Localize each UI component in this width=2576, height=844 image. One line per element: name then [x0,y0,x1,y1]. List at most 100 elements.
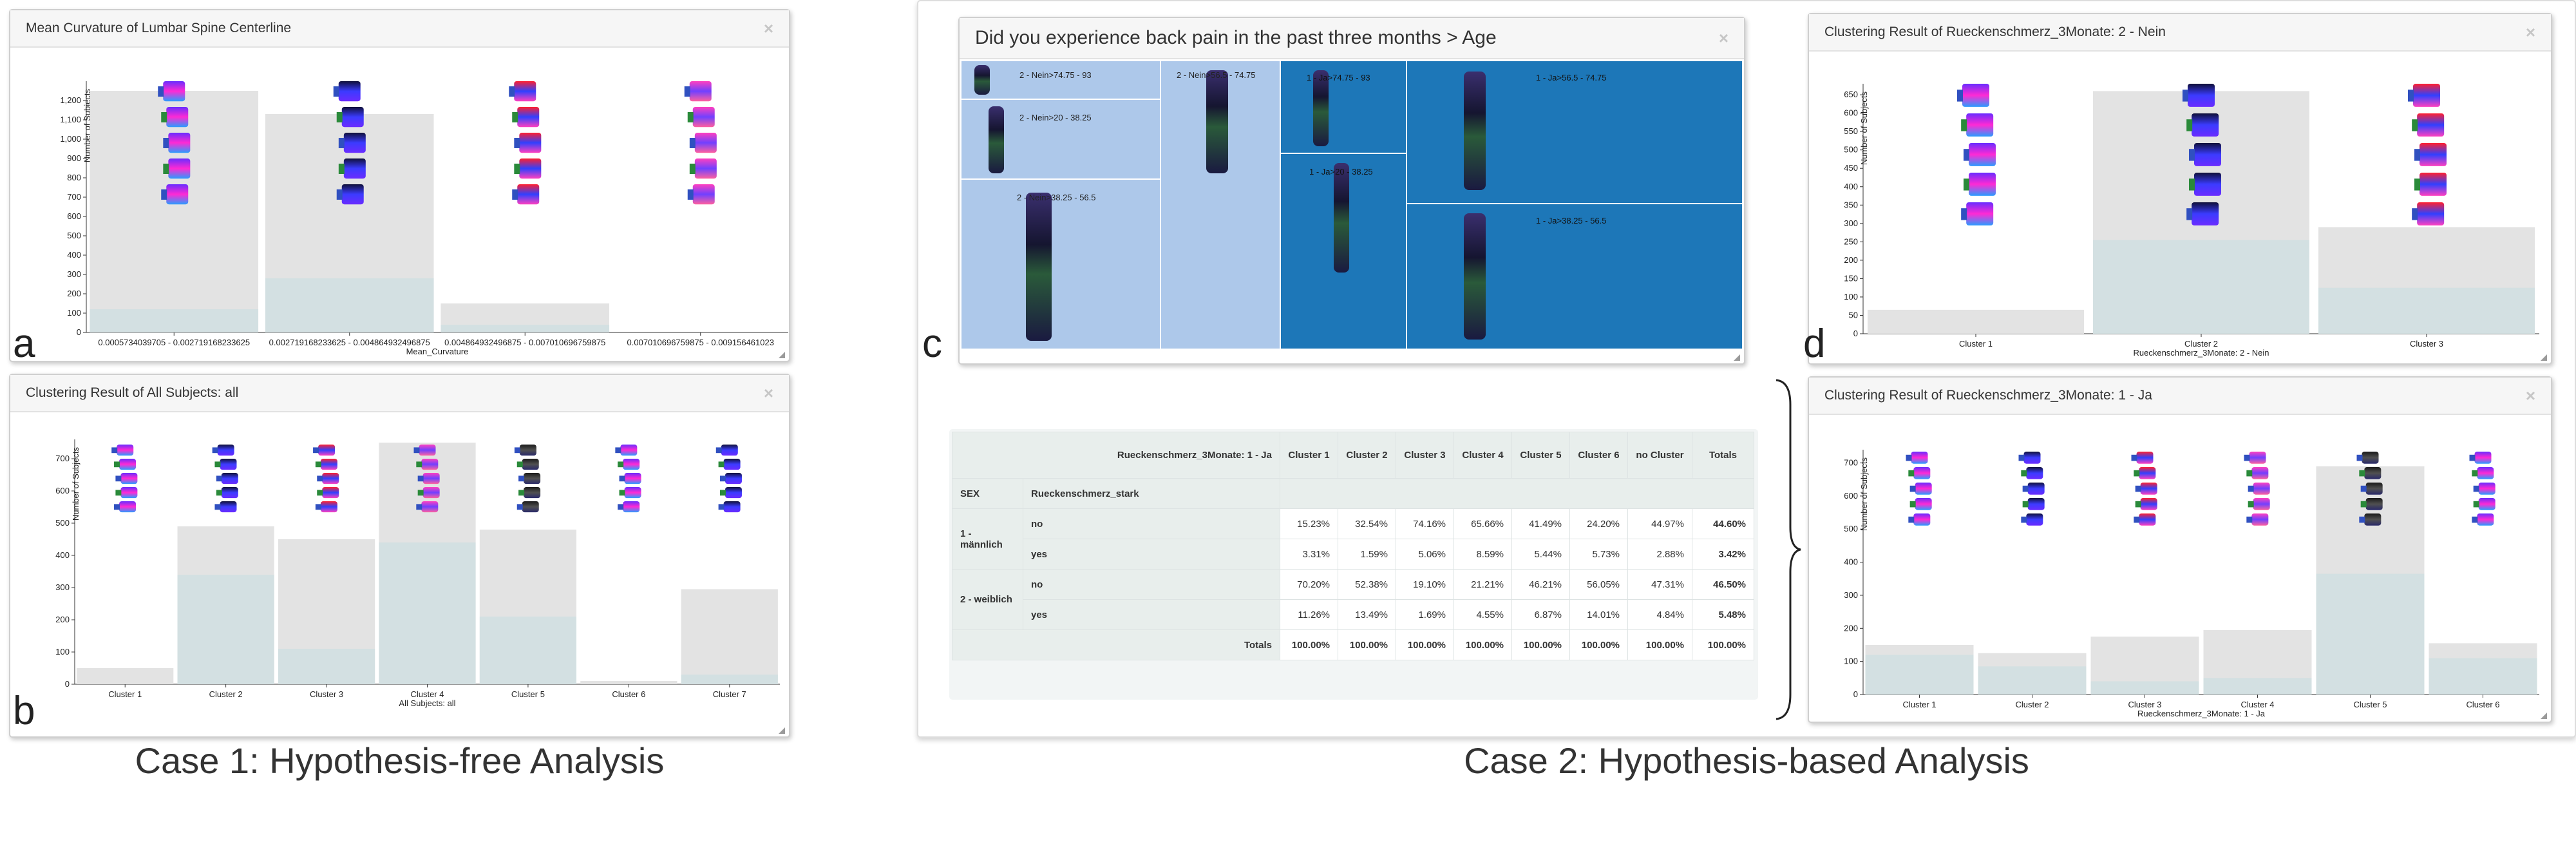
y-tick-label: 500 [67,231,81,240]
panel-clustering-all[interactable]: Clustering Result of All Subjects: all ×… [9,374,790,738]
close-icon[interactable]: × [763,383,773,403]
row-header: Rueckenschmerz_stark [1023,478,1280,509]
spine-thumbnail-icon [2469,452,2496,526]
table-cell: 21.21% [1454,569,1512,600]
resize-handle-icon[interactable] [1734,354,1740,361]
y-tick-label: 600 [1844,108,1858,118]
y-tick-label: 300 [55,582,70,592]
resize-handle-icon[interactable] [779,352,785,358]
vertebra [724,487,742,499]
vertebra-side [416,504,422,510]
bar-highlight [265,278,434,332]
vertebra-side [518,490,525,496]
close-icon[interactable]: × [1718,28,1728,48]
vertebra [168,133,191,153]
vertebra-side [1908,470,1915,477]
table-row: SEX Rueckenschmerz_stark [952,478,1754,509]
vertebra [422,473,440,484]
vertebra [2365,498,2383,510]
table-cell: 46.21% [1511,569,1570,600]
table-cell: 100.00% [1627,629,1692,660]
vertebra-side [317,475,323,482]
vertebra-side [518,475,525,482]
resize-handle-icon[interactable] [779,727,785,734]
vertebra-side [715,447,722,454]
vertebra [221,487,238,499]
x-tick-label: Cluster 5 [511,689,545,699]
column-header[interactable]: Cluster 6 [1569,432,1628,479]
vertebra-side [416,461,422,468]
x-tick-label: Cluster 3 [2410,339,2443,349]
vertebra-side [216,490,222,496]
panel-header[interactable]: Clustering Result of All Subjects: all × [10,375,789,412]
treemap-cell[interactable]: 1 - Ja>56.5 - 74.75 [1406,61,1743,204]
column-header[interactable]: Cluster 5 [1511,432,1570,479]
treemap-cell[interactable]: 1 - Ja>20 - 38.25 [1280,153,1406,349]
treemap-cell-label: 1 - Ja>20 - 38.25 [1309,167,1373,177]
vertebra-side [618,461,624,468]
x-tick-label: Cluster 2 [209,689,243,699]
vertebra-side [2472,470,2478,477]
table-panel: Rueckenschmerz_3Monate: 1 - Ja Cluster 1… [949,429,1758,700]
panel-header[interactable]: Did you experience back pain in the past… [960,18,1744,59]
bar-highlight [1978,666,2087,695]
panel-header[interactable]: Clustering Result of Rueckenschmerz_3Mon… [1809,14,2551,52]
y-tick-label: 250 [1844,236,1858,246]
vertebra-side [514,138,520,148]
bar-highlight [440,325,610,332]
close-icon[interactable]: × [2525,385,2535,405]
vertebra-side [2134,470,2140,477]
vertebra-side [2246,516,2253,523]
panel-header[interactable]: Mean Curvature of Lumbar Spine Centerlin… [10,10,789,48]
y-tick-label: 0 [65,679,70,689]
vertebra [2478,483,2496,495]
table-cell: 3.31% [1280,539,1338,570]
close-icon[interactable]: × [2525,22,2535,42]
vertebra [514,81,536,102]
panel-header[interactable]: Clustering Result of Rueckenschmerz_3Mon… [1809,378,2551,415]
vertebra-side [315,461,321,468]
panel-clustering-ja[interactable]: Clustering Result of Rueckenschmerz_3Mon… [1808,376,2552,723]
bar-highlight [177,575,274,684]
table-cell: 15.23% [1280,508,1338,539]
resize-handle-icon[interactable] [2541,713,2547,719]
vertebra [422,487,440,499]
treemap-cell[interactable]: 1 - Ja>38.25 - 56.5 [1406,204,1743,349]
bar-highlight [2090,681,2199,695]
treemap-cell[interactable]: 2 - Nein>20 - 38.25 [961,99,1160,179]
x-tick-label: Cluster 5 [2353,700,2387,709]
bar-highlight [681,675,778,684]
spine-thumbnail-icon [1206,70,1228,173]
treemap-cell[interactable]: 2 - Nein>74.75 - 93 [961,61,1160,99]
bar-highlight [1865,655,1974,695]
panel-treemap[interactable]: Did you experience back pain in the past… [958,17,1745,365]
resize-handle-icon[interactable] [2541,354,2547,361]
vertebra [1968,173,1996,196]
vertebra [220,501,237,513]
vertebra [519,133,542,153]
table-cell: 1.69% [1396,599,1454,630]
column-header[interactable]: Cluster 2 [1338,432,1396,479]
column-header[interactable]: Cluster 4 [1454,432,1512,479]
vertebra-side [1908,516,1915,523]
table-cell: 100.00% [1338,629,1396,660]
vertebra [2027,498,2045,510]
panel-mean-curvature[interactable]: Mean Curvature of Lumbar Spine Centerlin… [9,9,790,362]
panel-title: Did you experience back pain in the past… [975,27,1497,48]
vertebra [721,445,738,456]
close-icon[interactable]: × [763,18,773,38]
treemap-cell[interactable]: 2 - Nein>56.5 - 74.75 [1160,61,1280,349]
y-tick-label: 0 [1853,329,1858,338]
vertebra-side [718,504,724,510]
y-tick-label: 300 [1844,218,1858,228]
treemap-cell[interactable]: 2 - Nein>38.25 - 56.5 [961,179,1160,349]
panel-clustering-nein[interactable]: Clustering Result of Rueckenschmerz_3Mon… [1808,13,2552,365]
y-tick-label: 600 [67,211,81,221]
treemap-cell[interactable]: 1 - Ja>74.75 - 93 [1280,61,1406,153]
spine-thumbnail-icon [514,445,541,513]
column-header[interactable]: Cluster 1 [1280,432,1338,479]
column-header[interactable]: Totals [1692,432,1754,479]
column-header[interactable]: Cluster 3 [1396,432,1454,479]
column-header[interactable]: no Cluster [1627,432,1692,479]
treemap-cell-label: 2 - Nein>38.25 - 56.5 [1017,193,1096,202]
